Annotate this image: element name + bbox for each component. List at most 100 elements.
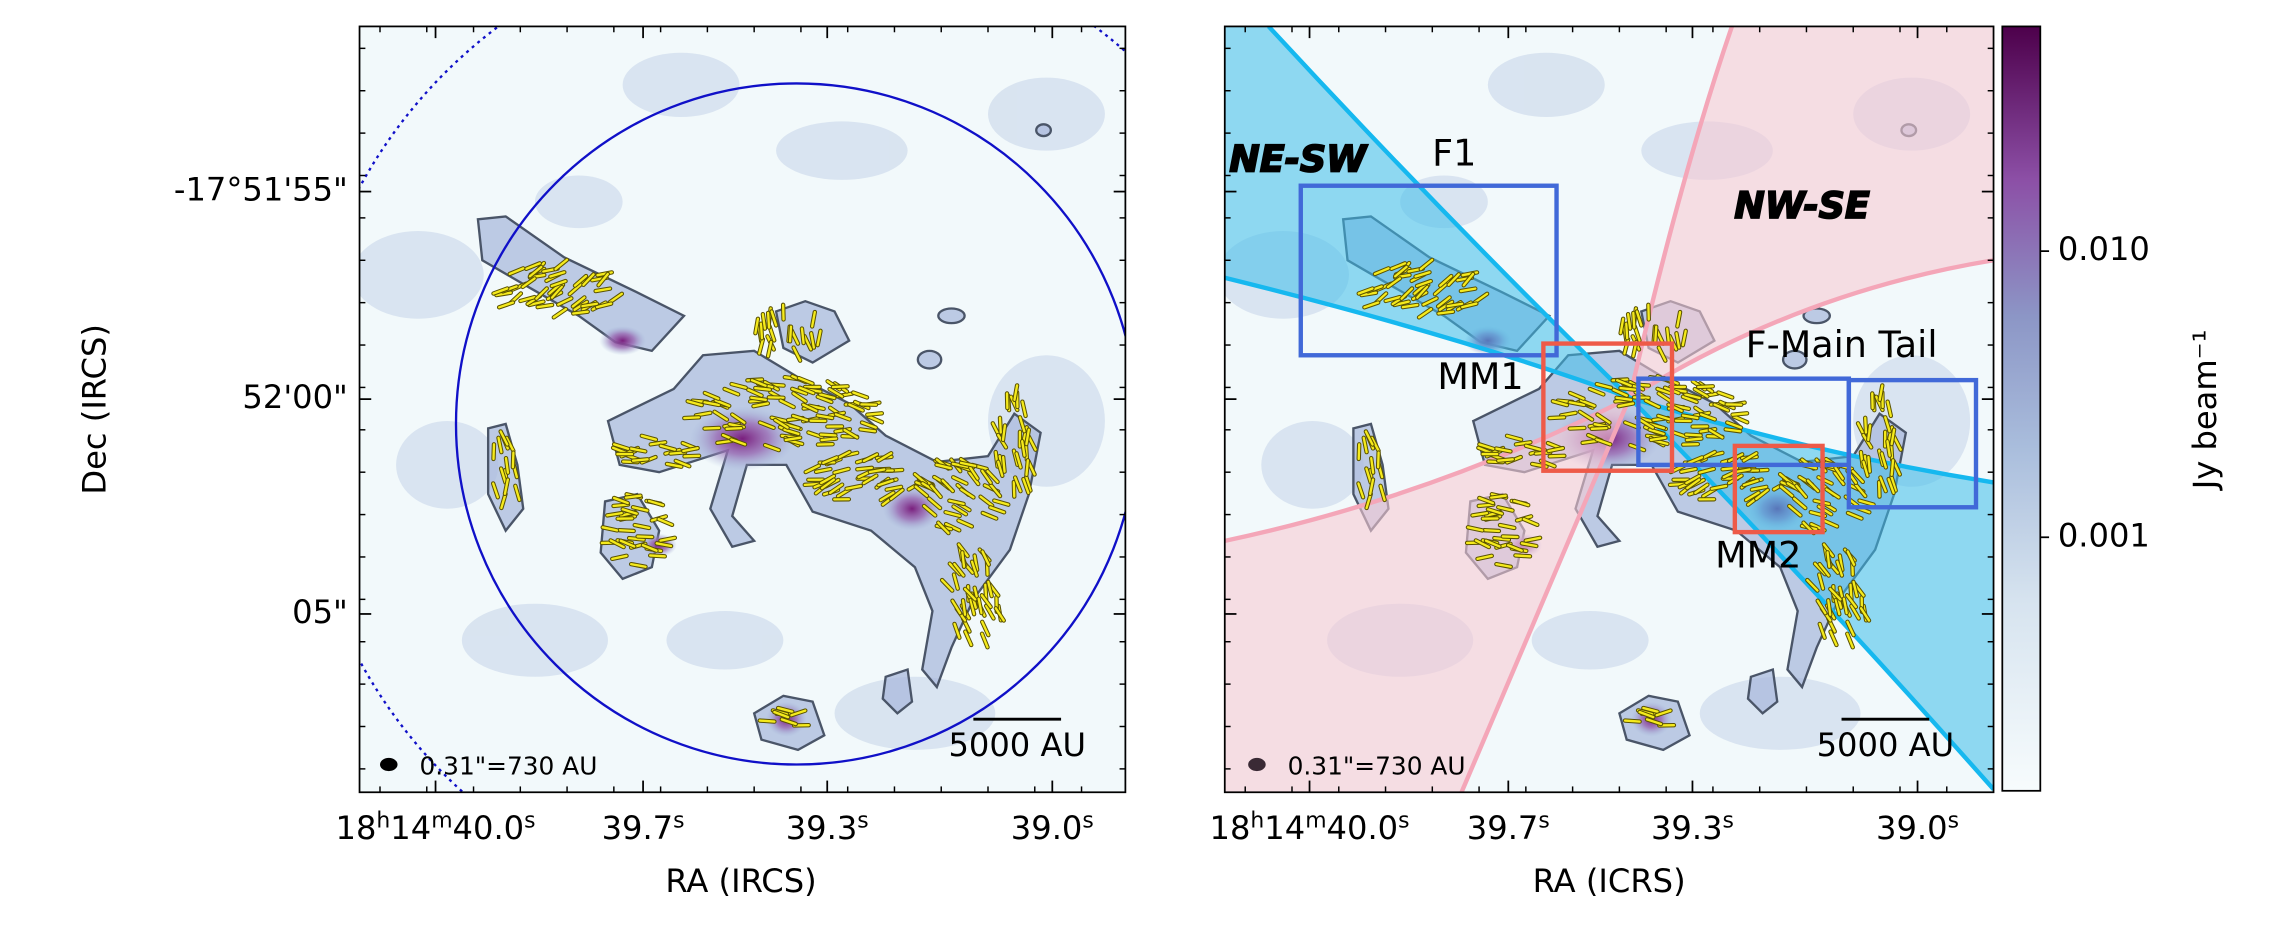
vector: [1892, 435, 1902, 451]
vector: [619, 539, 636, 548]
vector: [802, 403, 818, 413]
vector: [1657, 346, 1667, 362]
vector: [1459, 287, 1477, 293]
vector: [1568, 391, 1585, 400]
vector: [573, 274, 588, 287]
vector: [492, 482, 500, 499]
text-part: s: [1398, 808, 1409, 833]
vector: [521, 277, 536, 289]
vector: [774, 418, 789, 429]
vector: [1833, 465, 1844, 480]
vector: [1867, 424, 1872, 442]
vector: [1726, 421, 1743, 429]
vector: [1473, 292, 1489, 304]
vector: [754, 386, 771, 391]
vector: [1890, 459, 1895, 477]
vector: [725, 426, 743, 431]
text-part: s: [673, 808, 684, 833]
vector: [1497, 506, 1514, 512]
text-part: 14: [390, 809, 431, 847]
vector: [1852, 580, 1859, 598]
text-part: 40.0: [453, 809, 525, 847]
vector: [1439, 274, 1453, 287]
vector: [944, 511, 961, 518]
vector: [609, 539, 625, 549]
vector: [1436, 296, 1451, 308]
vector: [1639, 418, 1655, 429]
x-tick-label: 39.7s​: [1467, 808, 1550, 847]
vector: [1471, 511, 1489, 517]
vector: [1025, 459, 1030, 477]
text-part: s: [1538, 808, 1549, 833]
vector: [803, 335, 813, 351]
graphic: [1541, 341, 1675, 473]
vector: [1742, 452, 1758, 462]
vector: [1697, 385, 1714, 389]
vector: [860, 421, 877, 429]
colorbar: [2001, 25, 2042, 792]
vector: [1846, 620, 1855, 637]
text-part: h: [1250, 808, 1264, 833]
vector: [987, 580, 993, 598]
vector: [730, 382, 747, 389]
vector: [980, 594, 992, 609]
vector: [1498, 523, 1516, 530]
vector: [1474, 539, 1491, 549]
x-tick-label: 39.0s​: [1011, 808, 1094, 847]
vector: [1655, 709, 1672, 717]
vector: [820, 478, 836, 490]
vector: [816, 329, 822, 347]
vector: [1822, 519, 1839, 528]
vector: [759, 322, 764, 340]
vector: [1642, 706, 1659, 713]
vector: [557, 297, 573, 306]
vector: [1490, 494, 1507, 499]
vector: [1750, 485, 1768, 491]
vector: [617, 528, 635, 533]
vector: [1816, 599, 1827, 615]
vector: [640, 434, 658, 441]
vector: [1862, 460, 1869, 477]
vector: [828, 387, 844, 398]
vector: [1477, 503, 1495, 508]
vector: [985, 604, 995, 620]
vector: [766, 340, 773, 358]
x-tick-label: 39.3s​: [786, 808, 869, 847]
vector: [713, 410, 729, 421]
vector: [703, 401, 721, 407]
vector: [862, 474, 878, 485]
vector: [877, 479, 894, 487]
vector: [977, 597, 983, 615]
vector: [716, 439, 734, 445]
vector: [1027, 435, 1037, 451]
vector: [528, 300, 545, 307]
vector: [1851, 470, 1864, 484]
vector: [1501, 535, 1519, 539]
vector: [1619, 386, 1637, 391]
vector: [629, 562, 647, 568]
vector: [1548, 416, 1566, 420]
vector: [1505, 434, 1523, 441]
colorbar-tick-label: 0.001: [2058, 516, 2150, 554]
vector: [1596, 413, 1611, 424]
vector: [1401, 303, 1419, 309]
vector: [1638, 710, 1655, 719]
vector: [1001, 455, 1006, 473]
vector: [1829, 630, 1838, 647]
vector: [1365, 467, 1372, 484]
vector: [1681, 395, 1698, 404]
vector: [747, 388, 763, 397]
vector: [952, 505, 968, 516]
vector: [1419, 258, 1434, 271]
vector: [1625, 322, 1629, 340]
vector: [961, 551, 966, 568]
vector: [1879, 476, 1887, 493]
vector: [960, 488, 975, 499]
vector: [1369, 478, 1375, 495]
vector: [621, 508, 638, 515]
vector: [1806, 578, 1819, 592]
text-part: 39.0: [1011, 809, 1083, 847]
vector: [571, 296, 586, 308]
vector: [581, 302, 599, 308]
box-label: F1: [1432, 132, 1476, 175]
